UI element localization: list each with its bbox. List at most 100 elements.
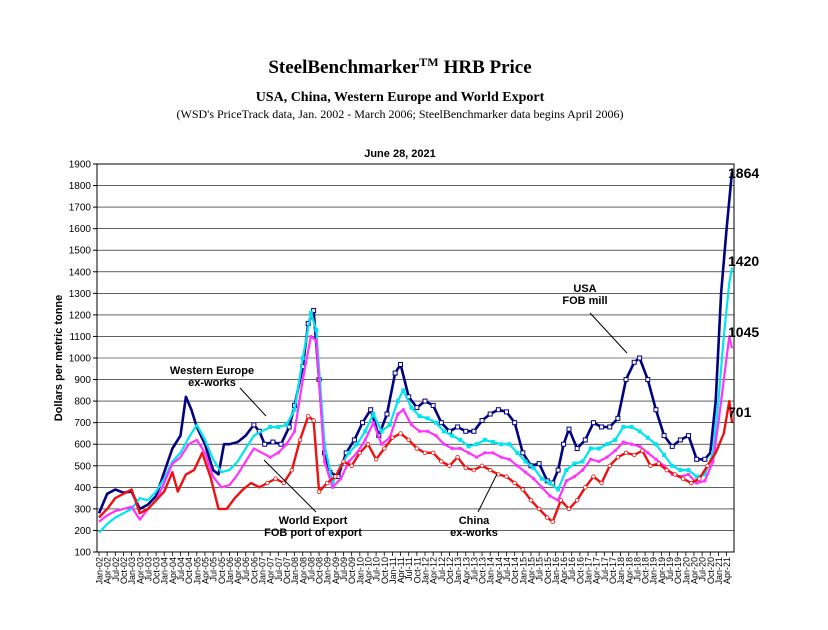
china-marker (297, 437, 303, 443)
x-tick-label: Oct-13 (478, 557, 488, 584)
china-marker (311, 418, 316, 423)
china-marker (349, 463, 354, 468)
usa-marker (669, 443, 675, 449)
china-marker (574, 498, 580, 503)
world-export-marker (450, 447, 454, 451)
annotation-pointer (239, 387, 267, 417)
world-export-marker (638, 444, 642, 448)
usa-marker (555, 467, 561, 473)
usa-marker (392, 370, 398, 376)
china-marker (357, 450, 363, 456)
usa-marker (631, 359, 637, 365)
world-export-marker (654, 457, 658, 461)
world-export-marker (475, 455, 479, 459)
x-tick-label: Jan-03 (127, 557, 137, 585)
western-europe-marker (314, 327, 319, 332)
world-export-marker (605, 455, 609, 459)
x-axis-ticks: Jan-02Apr-02Jul-02Oct-02Jan-03Apr-03Jul-… (95, 552, 732, 585)
china-marker (365, 442, 371, 447)
china-marker (583, 485, 588, 490)
x-tick-label: Jan-07 (258, 557, 268, 585)
usa-marker (368, 407, 374, 413)
world-export-marker (331, 485, 335, 489)
usa-marker (262, 441, 268, 447)
x-tick-label: Oct-20 (706, 557, 716, 584)
western-europe-marker (401, 388, 406, 393)
usa-marker (479, 418, 485, 424)
world-export-marker (347, 459, 351, 463)
x-tick-label: Apr-07 (266, 557, 276, 584)
y-tick-label: 900 (74, 375, 91, 386)
world-export-marker (268, 455, 272, 459)
usa-marker (686, 433, 692, 439)
china-marker (488, 467, 493, 473)
y-tick-label: 1400 (69, 267, 92, 278)
x-tick-label: Apr-15 (526, 557, 536, 584)
china-marker (265, 480, 270, 486)
usa-marker (512, 420, 518, 426)
usa-marker (430, 402, 436, 408)
x-tick-label: Jan-19 (649, 557, 659, 585)
x-tick-label: Oct-11 (412, 557, 422, 583)
world-export-marker (314, 339, 318, 343)
world-export-marker (540, 485, 544, 489)
x-tick-label: Apr-02 (103, 557, 113, 584)
y-tick-label: 100 (74, 548, 91, 559)
western-europe-marker (670, 463, 675, 468)
china-marker (545, 515, 550, 520)
world-export-marker (532, 477, 536, 481)
china-marker (439, 459, 444, 464)
chart-date: June 28, 2021 (364, 148, 436, 160)
chart-source-note: (WSD's PriceTrack data, Jan. 2002 - Marc… (177, 107, 624, 121)
x-tick-label: Jan-16 (551, 557, 561, 585)
usa-marker (384, 411, 390, 417)
western-europe-marker (355, 442, 360, 447)
usa-marker (677, 437, 683, 443)
world-export-marker (662, 464, 666, 468)
world-export-marker (507, 457, 511, 461)
china-marker (382, 446, 387, 451)
world-export-marker (309, 334, 313, 338)
world-export-marker (581, 468, 585, 472)
x-tick-label: Apr-11 (396, 557, 406, 583)
western-europe-marker (572, 461, 577, 466)
world-export-marker (524, 470, 528, 474)
world-export-marker (396, 412, 400, 416)
western-europe-marker (276, 424, 281, 429)
usa-marker (351, 437, 357, 443)
usa-marker (637, 355, 643, 361)
x-tick-label: Apr-09 (331, 557, 341, 584)
x-tick-label: Apr-14 (494, 557, 504, 584)
china-marker (504, 474, 509, 479)
western-europe-marker (466, 444, 471, 449)
western-europe-marker (507, 442, 512, 447)
x-tick-label: Oct-10 (380, 557, 390, 584)
western-europe-marker (379, 429, 384, 434)
usa-marker (398, 361, 404, 367)
y-tick-label: 300 (74, 504, 91, 515)
annotation-usa: USA FOB mill (562, 283, 607, 307)
western-europe-marker (482, 437, 487, 442)
western-europe-marker (605, 442, 610, 447)
world-export-marker (646, 451, 650, 455)
world-export-marker (687, 472, 691, 476)
y-axis-label: Dollars per metric tonne (53, 295, 65, 422)
world-export-marker (613, 449, 617, 453)
gridlines (97, 185, 734, 531)
usa-marker (286, 424, 292, 430)
world-export-marker (515, 464, 519, 468)
y-tick-label: 700 (74, 418, 91, 429)
world-export-marker (670, 472, 674, 476)
world-export-marker (695, 481, 699, 485)
x-tick-label: Jan-12 (421, 557, 431, 585)
western-europe-marker (637, 429, 642, 434)
x-tick-label: Oct-05 (217, 557, 227, 584)
x-tick-label: Oct-14 (510, 557, 520, 584)
china-marker (471, 467, 477, 473)
x-tick-label: Apr-10 (363, 557, 373, 584)
x-tick-label: Jan-06 (225, 557, 235, 585)
world-export-marker (589, 457, 593, 461)
x-tick-label: Jul-06 (241, 557, 251, 582)
usa-marker (623, 377, 629, 383)
world-export-marker (434, 434, 438, 438)
